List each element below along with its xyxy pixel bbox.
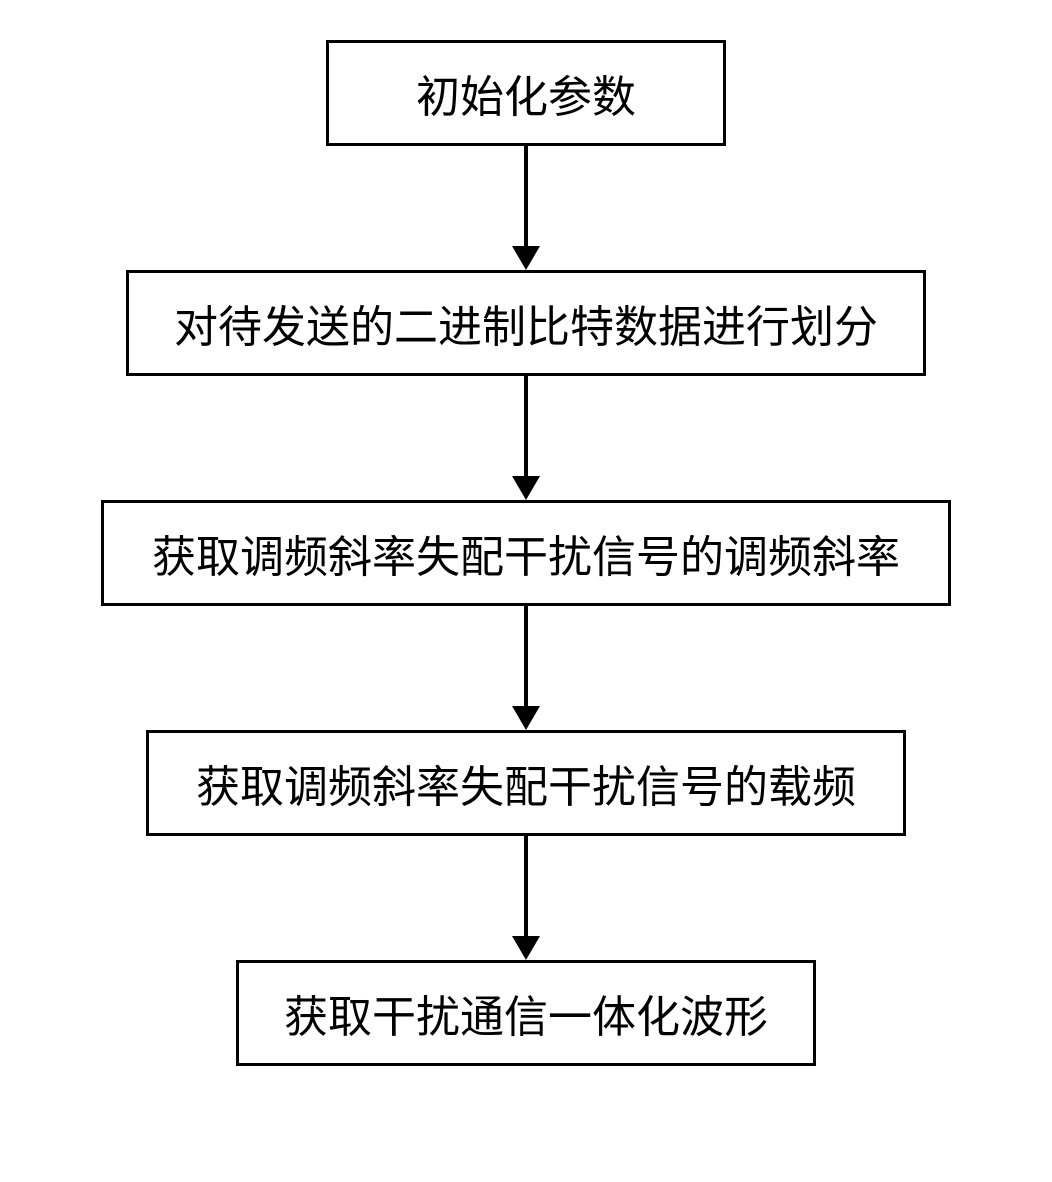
flowchart-container: 初始化参数 对待发送的二进制比特数据进行划分 获取调频斜率失配干扰信号的调频斜率…: [0, 40, 1052, 1066]
flowchart-node-5: 获取干扰通信一体化波形: [236, 960, 816, 1066]
flowchart-node-2-label: 对待发送的二进制比特数据进行划分: [174, 291, 878, 355]
arrow-head-icon: [512, 706, 540, 730]
flowchart-node-2: 对待发送的二进制比特数据进行划分: [126, 270, 926, 376]
flowchart-node-4: 获取调频斜率失配干扰信号的载频: [146, 730, 906, 836]
flowchart-node-4-label: 获取调频斜率失配干扰信号的载频: [196, 751, 856, 815]
flowchart-node-1: 初始化参数: [326, 40, 726, 146]
flowchart-node-1-label: 初始化参数: [416, 61, 636, 125]
flowchart-node-5-label: 获取干扰通信一体化波形: [284, 981, 768, 1045]
arrow-head-icon: [512, 936, 540, 960]
arrow-line: [524, 376, 528, 476]
flowchart-node-3: 获取调频斜率失配干扰信号的调频斜率: [101, 500, 951, 606]
arrow-line: [524, 606, 528, 706]
flowchart-arrow-1: [512, 146, 540, 270]
flowchart-arrow-3: [512, 606, 540, 730]
arrow-head-icon: [512, 246, 540, 270]
flowchart-node-3-label: 获取调频斜率失配干扰信号的调频斜率: [152, 521, 900, 585]
arrow-line: [524, 836, 528, 936]
flowchart-arrow-4: [512, 836, 540, 960]
arrow-line: [524, 146, 528, 246]
flowchart-arrow-2: [512, 376, 540, 500]
arrow-head-icon: [512, 476, 540, 500]
